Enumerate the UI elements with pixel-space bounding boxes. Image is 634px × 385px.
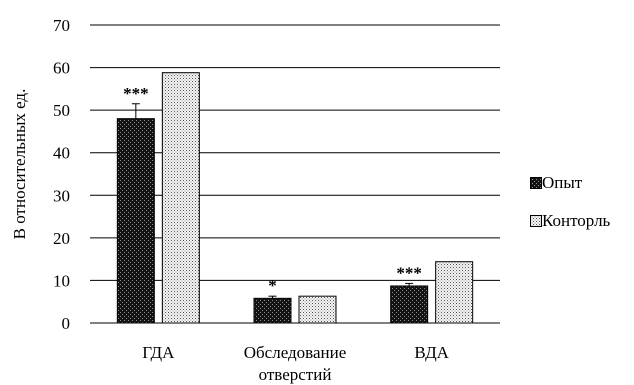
bars: *******	[116, 72, 474, 324]
bar	[161, 72, 200, 324]
y-tick-label: 10	[53, 271, 70, 290]
legend-swatch-light	[530, 215, 542, 227]
x-axis-categories: ГДА Обследование отверстий ВДА	[142, 343, 449, 384]
legend: Опыт Конторль	[530, 172, 610, 248]
y-tick-label: 20	[53, 229, 70, 248]
y-tick-label: 50	[53, 101, 70, 120]
x-category-label: ВДА	[414, 343, 449, 362]
x-category-label: отверстий	[259, 365, 332, 384]
legend-label-series-1: Опыт	[542, 173, 583, 192]
legend-item-series-1: Опыт	[530, 172, 610, 194]
y-axis-ticks: 0 10 20 30 40 50 60 70	[53, 16, 70, 333]
bar	[253, 297, 292, 324]
y-axis-label: В относительных ед.	[10, 89, 29, 240]
bar	[116, 118, 155, 324]
y-tick-label: 40	[53, 144, 70, 163]
y-tick-label: 70	[53, 16, 70, 35]
bar	[298, 295, 337, 324]
legend-label-series-2: Конторль	[542, 211, 611, 230]
y-tick-label: 30	[53, 186, 70, 205]
significance-mark: ***	[396, 263, 422, 282]
bar	[390, 285, 429, 324]
bar	[435, 261, 474, 324]
y-tick-label: 60	[53, 59, 70, 78]
y-tick-label: 0	[62, 314, 71, 333]
significance-mark: *	[268, 276, 277, 295]
x-category-label: ГДА	[142, 343, 175, 362]
x-category-label: Обследование	[244, 343, 347, 362]
significance-mark: ***	[123, 84, 149, 103]
legend-item-series-2: Конторль	[530, 210, 610, 232]
gridlines	[90, 24, 500, 324]
legend-swatch-dark	[530, 177, 542, 189]
